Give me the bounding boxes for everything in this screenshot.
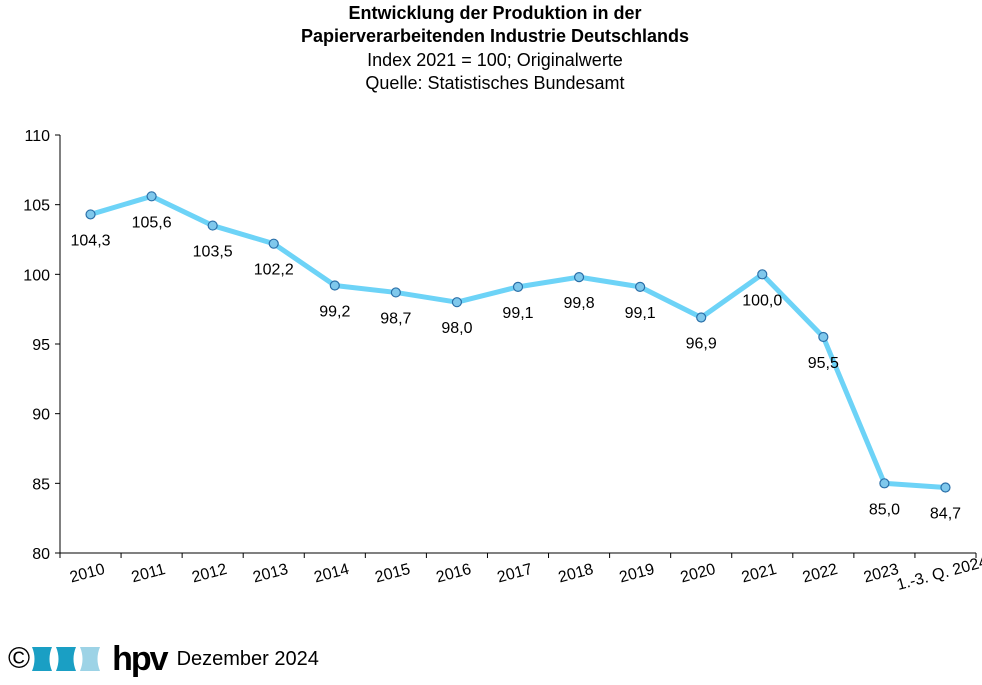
footer: © hpv Dezember 2024 xyxy=(8,640,319,678)
data-point xyxy=(635,281,646,292)
hpv-logo: hpv xyxy=(112,640,168,678)
data-label: 103,5 xyxy=(193,244,233,261)
data-label: 99,1 xyxy=(625,305,656,322)
data-point xyxy=(146,191,157,202)
chart-subtitle-1: Index 2021 = 100; Originalwerte xyxy=(367,50,623,70)
data-point xyxy=(451,297,463,308)
data-label: 100,0 xyxy=(742,292,782,309)
x-tick-label: 2011 xyxy=(130,561,168,586)
data-label: 102,2 xyxy=(254,262,294,279)
data-point xyxy=(573,272,585,283)
chart-subtitle-2: Quelle: Statistisches Bundesamt xyxy=(365,73,625,93)
x-tick-label: 2016 xyxy=(434,561,473,587)
data-point xyxy=(329,280,340,291)
data-label: 98,0 xyxy=(441,320,472,337)
data-point xyxy=(268,238,279,249)
x-tick-label: 2017 xyxy=(495,561,534,587)
data-label: 95,5 xyxy=(808,355,839,372)
data-label: 85,0 xyxy=(869,501,900,518)
data-label: 84,7 xyxy=(930,506,961,523)
data-label: 99,1 xyxy=(502,305,533,322)
x-tick-label: 2015 xyxy=(373,561,412,587)
y-tick-label: 85 xyxy=(32,476,50,493)
x-tick-label: 2020 xyxy=(679,561,718,587)
data-point xyxy=(879,478,890,489)
y-tick-label: 100 xyxy=(23,267,50,284)
y-tick-label: 110 xyxy=(24,128,50,145)
chart-title-line-1: Entwicklung der Produktion in der xyxy=(348,3,642,23)
y-tick-label: 90 xyxy=(32,407,50,424)
x-tick-label: 2022 xyxy=(801,561,840,587)
data-point xyxy=(207,220,218,231)
x-tick-label: 2023 xyxy=(862,561,901,587)
data-label: 98,7 xyxy=(380,310,411,327)
x-tick-label: 2021 xyxy=(740,561,779,587)
x-tick-label: 2019 xyxy=(618,561,657,587)
x-tick-label: 2012 xyxy=(190,561,229,587)
data-point xyxy=(390,287,401,298)
data-label: 99,8 xyxy=(563,295,594,312)
data-point xyxy=(818,331,829,343)
y-tick-label: 95 xyxy=(32,337,50,354)
y-tick-label: 80 xyxy=(32,546,50,563)
x-tick-label: 2018 xyxy=(557,561,596,587)
copyright-icon: © xyxy=(8,642,31,675)
data-point xyxy=(696,312,707,323)
x-tick-label: 2014 xyxy=(312,561,351,587)
data-label: 99,2 xyxy=(319,303,350,320)
x-tick-label: 2013 xyxy=(251,561,290,587)
data-label: 104,3 xyxy=(71,232,111,249)
x-tick-label: 2010 xyxy=(68,561,107,587)
y-tick-label: 105 xyxy=(23,198,50,215)
data-point xyxy=(757,269,768,280)
data-point xyxy=(940,482,951,493)
data-point xyxy=(85,209,96,220)
chart-title-line-2: Papierverarbeitenden Industrie Deutschla… xyxy=(300,26,690,46)
footer-date: Dezember 2024 xyxy=(176,647,319,670)
hpv-logo-waves-icon xyxy=(32,647,101,671)
series-line xyxy=(89,193,946,491)
x-tick-label: 1.-3. Q. 2024 xyxy=(895,553,982,594)
data-label: 105,6 xyxy=(132,214,172,231)
data-point xyxy=(512,281,524,292)
data-label: 96,9 xyxy=(686,336,717,353)
